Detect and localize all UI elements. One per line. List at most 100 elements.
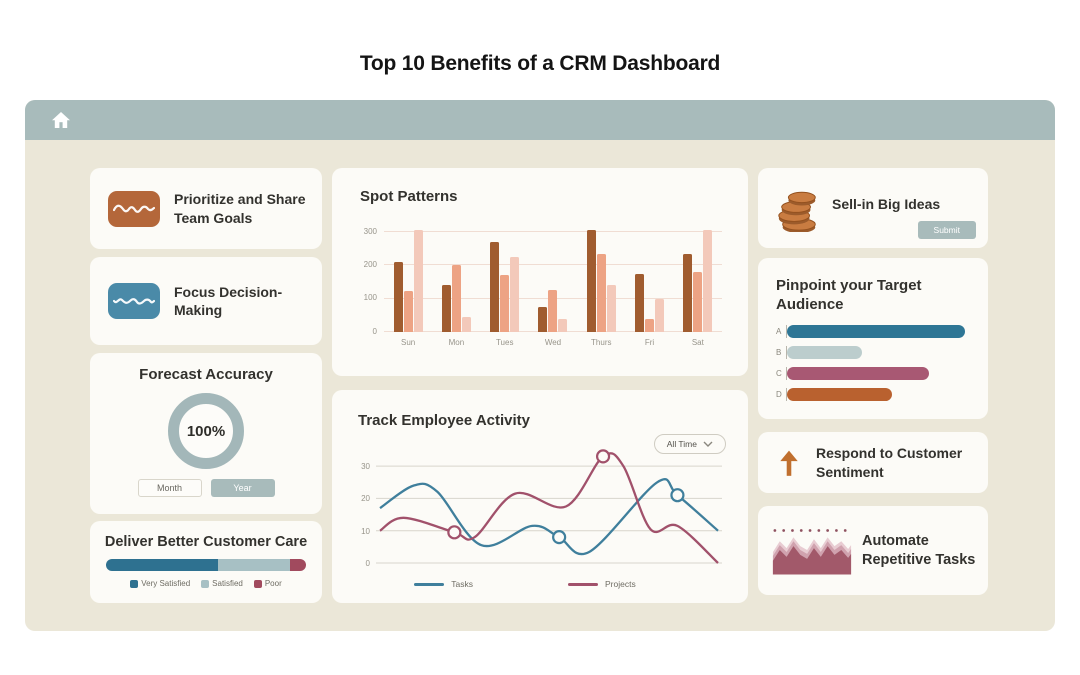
bar [693,272,703,332]
forecast-value: 100% [186,422,226,440]
bar [393,262,403,332]
year-button[interactable]: Year [210,479,275,497]
bar-group [384,230,432,332]
bar [441,285,451,332]
pinpoint-chart: A B C D [776,325,974,402]
legend-swatch [568,582,598,586]
bar [655,298,665,332]
card-title: Automate Repetitive Tasks [862,532,976,568]
spot-chart: 0 100 200 300 [358,217,722,336]
bar [403,291,413,332]
card-title: Deliver Better Customer Care [104,534,308,550]
track-svg [376,449,722,564]
category-label: B [776,348,782,358]
wave-chart-icon [108,190,160,227]
legend-swatch [201,579,210,588]
satisfaction-legend: Very Satisfied Satisfied Poor [90,579,322,588]
bar [703,230,713,332]
pinpoint-row: D [776,388,974,402]
legend-label: Tasks [451,579,473,589]
legend-swatch [253,579,262,588]
bar [510,257,520,332]
card-sell-in-big-ideas: Sell-in Big Ideas Submit [758,168,988,248]
stacked-segment [290,559,306,571]
submit-button[interactable]: Submit [917,221,976,239]
bar [461,317,471,332]
coins-icon [778,191,816,232]
pinpoint-row: B [776,346,974,360]
bar [413,230,423,332]
pinpoint-bar [787,388,892,402]
pinpoint-row: A [776,325,974,339]
line-series [379,452,719,564]
card-title: Focus Decision-Making [174,283,283,318]
card-title: Prioritize and Share Team Goals [174,191,306,226]
legend-label: Satisfied [212,579,243,588]
bar [645,318,655,332]
bar [548,290,558,332]
data-point-marker [447,525,462,540]
card-spot-patterns: Spot Patterns 0 100 200 300 Sun Mon Tues Wed Th… [332,168,748,376]
legend-swatch [130,579,139,588]
line-series [379,478,719,556]
satisfaction-stacked-bar [106,559,306,571]
stacked-segment [106,559,218,571]
chevron-down-icon [703,441,713,447]
spot-x-axis: Sun Mon Tues Wed Thurs Fri Sat [401,338,704,347]
month-button[interactable]: Month [137,479,202,497]
data-point-marker [552,530,567,545]
legend-item: Satisfied [201,579,243,588]
arrow-up-icon [780,450,798,476]
bar-group [625,273,673,332]
pinpoint-bar [787,367,930,381]
card-respond-sentiment: Respond to Customer Sentiment [758,432,988,493]
card-title: Respond to Customer Sentiment [816,445,963,480]
bar [635,273,645,332]
track-y-axis: 0 10 20 30 [361,462,370,568]
bar [490,242,500,332]
category-label: D [776,390,782,400]
pinpoint-bar [787,346,862,360]
bar [586,230,596,332]
data-point-marker [670,488,685,503]
bar [500,274,510,332]
dashboard-panel: Prioritize and Share Team Goals Focus De… [25,100,1055,631]
spot-plot [384,217,722,332]
all-time-dropdown[interactable]: All Time [653,434,726,454]
category-label: A [776,327,782,337]
bar-group [577,230,625,332]
card-title: Forecast Accuracy [139,366,273,383]
legend-swatch [414,582,445,586]
bar-group [432,265,480,332]
forecast-donut: 100% [168,393,244,469]
bar-group [529,290,577,332]
home-icon[interactable] [51,111,71,129]
legend-item: Very Satisfied [130,579,190,588]
data-point-marker [595,449,611,464]
area-chart-icon [772,528,852,574]
card-pinpoint-audience: Pinpoint your Target Audience A B C D [758,258,988,419]
bar [538,307,548,332]
bar [596,253,606,332]
bar-group [481,242,529,332]
legend-label: Very Satisfied [141,579,191,588]
bar [451,265,461,332]
bar-group [674,230,722,332]
bar [558,319,568,332]
card-title: Sell-in Big Ideas [832,196,941,212]
legend-item: Projects [568,579,636,589]
legend-item: Poor [253,579,282,588]
page-title: Top 10 Benefits of a CRM Dashboard [359,52,721,75]
bar [683,253,693,332]
bar [606,285,616,332]
category-label: C [776,369,782,379]
dropdown-value: All Time [666,439,697,449]
legend-item: Tasks [414,579,473,589]
card-focus-decision-making: Focus Decision-Making [90,257,322,345]
card-title: Track Employee Activity [358,412,531,429]
card-forecast-accuracy: Forecast Accuracy 100% Month Year [90,353,322,514]
legend-label: Poor [264,579,282,588]
forecast-toggle: Month Year [90,479,322,497]
spot-y-axis: 0 100 200 300 [363,226,377,336]
track-legend: Tasks Projects [358,579,692,589]
